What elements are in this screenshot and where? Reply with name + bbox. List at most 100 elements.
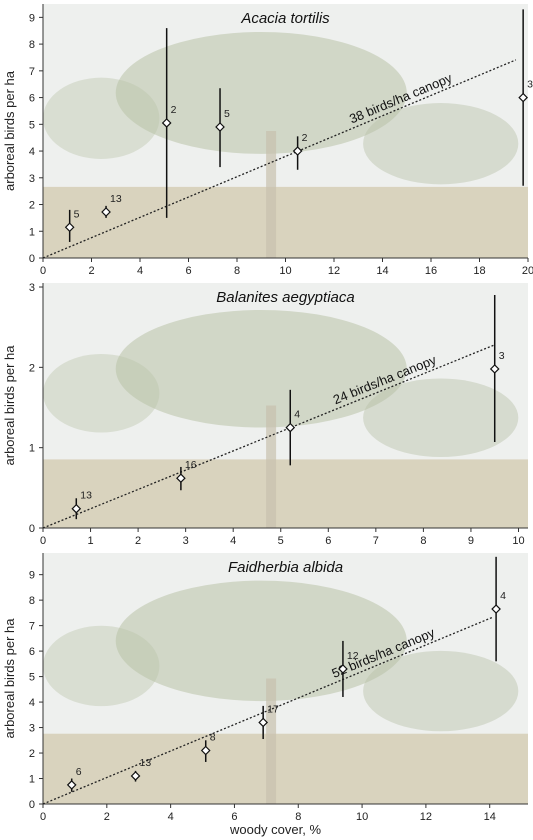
y-tick-label: 2 (29, 200, 35, 212)
data-point: 4 (285, 389, 300, 466)
point-marker (292, 146, 303, 156)
x-tick-label: 5 (278, 535, 284, 547)
fit-line (42, 344, 495, 529)
x-tick-label: 4 (168, 811, 174, 823)
point-marker (200, 745, 211, 756)
y-tick-label: 7 (29, 66, 35, 78)
y-axis-label: arboreal birds per ha (2, 618, 17, 739)
tree-canopy (42, 625, 160, 707)
point-marker (338, 664, 348, 674)
panel-title: Acacia tortilis (240, 10, 330, 27)
point-marker (161, 118, 172, 128)
y-tick-label: 2 (29, 748, 35, 760)
data-point: 4 (491, 556, 506, 662)
sample-size-label: 5 (74, 208, 80, 220)
tree-canopy (42, 354, 160, 433)
data-point: 13 (71, 490, 92, 520)
panel-2: 0 1 2 3 4 5 6 7 8 9 10 0 1 2 3 arboreal birds per ha Bal… (2, 282, 528, 547)
x-tick-label: 6 (325, 535, 331, 547)
sample-size-label: 13 (110, 193, 122, 205)
tree-trunk (266, 131, 277, 258)
panel-title: Faidherbia albida (228, 559, 343, 576)
fit-line (42, 59, 517, 259)
tree-trunk (266, 678, 277, 804)
y-tick-label: 9 (29, 570, 35, 582)
data-point: 8 (200, 731, 216, 762)
sample-size-label: 3 (499, 350, 505, 362)
tree-canopy (363, 103, 519, 185)
y-tick-label: 0 (29, 523, 35, 535)
data-point: 17 (258, 703, 279, 740)
x-tick-label: 8 (234, 265, 240, 277)
y-tick-label: 5 (29, 119, 35, 131)
x-tick-label: 20 (522, 265, 533, 277)
point-marker (71, 503, 82, 514)
background-photo (42, 283, 528, 528)
y-tick-label: 7 (29, 621, 35, 633)
tree-trunk (266, 405, 277, 528)
ground-area (43, 186, 528, 258)
y-tick-label: 6 (29, 646, 35, 658)
y-tick-label: 4 (29, 146, 35, 158)
x-axis-label: woody cover, % (229, 822, 321, 837)
sample-size-label: 5 (224, 108, 230, 120)
x-tick-label: 8 (420, 535, 426, 547)
point-marker (101, 207, 111, 217)
x-tick-label: 18 (473, 265, 485, 277)
data-point: 3 (489, 295, 505, 443)
tree-canopy (42, 77, 160, 159)
sample-size-label: 12 (347, 650, 359, 662)
data-point: 2 (292, 132, 308, 170)
point-marker (64, 222, 75, 233)
point-marker (176, 473, 186, 484)
x-tick-label: 14 (376, 265, 388, 277)
ground-area (43, 733, 528, 804)
sample-size-label: 4 (294, 409, 300, 421)
x-tick-label: 4 (137, 265, 143, 277)
y-tick-label: 3 (29, 723, 35, 735)
x-tick-label: 14 (484, 811, 496, 823)
x-tick-label: 12 (328, 265, 340, 277)
y-tick-label: 1 (29, 226, 35, 238)
x-tick-label: 0 (40, 811, 46, 823)
point-marker (66, 780, 77, 790)
data-point: 5 (64, 208, 80, 242)
sample-size-label: 13 (140, 757, 152, 769)
x-tick-label: 2 (104, 811, 110, 823)
sample-size-label: 13 (80, 490, 92, 502)
x-tick-label: 16 (425, 265, 437, 277)
x-tick-label: 12 (420, 811, 432, 823)
tree-canopy (363, 378, 519, 457)
sample-size-label: 3 (527, 79, 533, 91)
x-tick-label: 10 (512, 535, 524, 547)
sample-size-label: 8 (210, 731, 216, 743)
point-marker (491, 604, 501, 614)
tree-canopy (115, 31, 407, 154)
fit-line (42, 616, 494, 805)
y-tick-label: 0 (29, 799, 35, 811)
data-point: 16 (176, 459, 197, 491)
y-tick-label: 2 (29, 362, 35, 374)
y-tick-label: 6 (29, 93, 35, 105)
x-tick-label: 10 (279, 265, 291, 277)
y-tick-label: 1 (29, 774, 35, 786)
x-tick-label: 0 (40, 535, 46, 547)
data-point: 2 (161, 28, 177, 218)
background-photo (42, 4, 528, 258)
x-tick-label: 0 (40, 265, 46, 277)
tree-canopy (363, 650, 519, 732)
data-point: 13 (101, 193, 122, 218)
y-tick-label: 8 (29, 595, 35, 607)
background-photo (42, 553, 528, 804)
y-tick-label: 0 (29, 253, 35, 265)
point-marker (130, 771, 141, 781)
x-tick-label: 6 (231, 811, 237, 823)
data-point: 3 (518, 9, 533, 186)
point-marker (518, 92, 528, 103)
x-tick-label: 4 (230, 535, 236, 547)
y-tick-label: 3 (29, 282, 35, 294)
x-tick-label: 3 (183, 535, 189, 547)
point-marker (489, 364, 500, 374)
y-axis-label: arboreal birds per ha (2, 345, 17, 466)
